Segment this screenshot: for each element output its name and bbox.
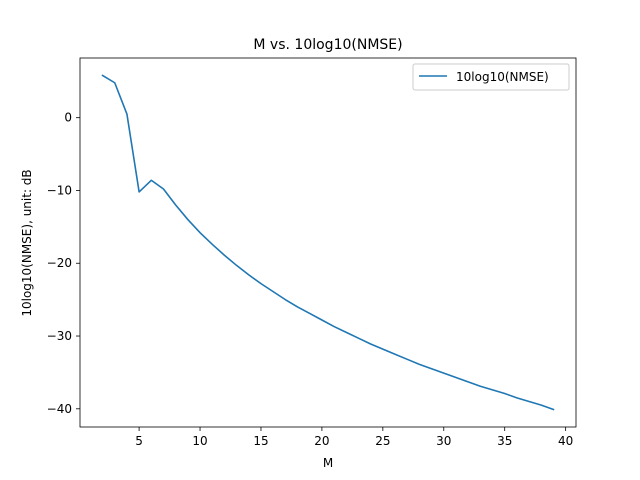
y-tick-label: −10 bbox=[47, 183, 72, 197]
y-tick-label: 0 bbox=[64, 111, 72, 125]
plot-area: 5 10 15 20 25 30 35 40 0 −10 −20 −30 −40 bbox=[47, 57, 577, 448]
y-tick-label: −30 bbox=[47, 329, 72, 343]
x-tick-label: 25 bbox=[375, 434, 390, 448]
legend: 10log10(NMSE) bbox=[412, 63, 570, 91]
x-tick-label: 15 bbox=[253, 434, 268, 448]
y-axis-label: 10log10(NMSE), unit: dB bbox=[20, 169, 34, 316]
y-tick-label: −20 bbox=[47, 256, 72, 270]
x-tick-label: 20 bbox=[314, 434, 329, 448]
x-tick-label: 10 bbox=[192, 434, 207, 448]
series-line-0 bbox=[101, 74, 555, 411]
x-tick-label: 40 bbox=[558, 434, 573, 448]
x-tick-label: 35 bbox=[497, 434, 512, 448]
chart-title: M vs. 10log10(NMSE) bbox=[253, 37, 402, 53]
x-tick-label: 5 bbox=[135, 434, 143, 448]
axes-frame bbox=[79, 57, 577, 428]
legend-label: 10log10(NMSE) bbox=[456, 70, 549, 84]
x-axis-label: M bbox=[323, 456, 333, 470]
x-tick-label: 30 bbox=[436, 434, 451, 448]
y-tick-label: −40 bbox=[47, 402, 72, 416]
legend-box bbox=[412, 63, 570, 91]
